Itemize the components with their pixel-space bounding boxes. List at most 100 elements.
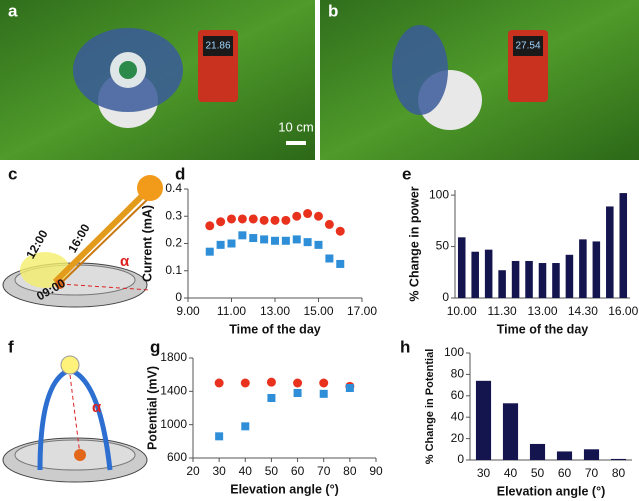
x-tick-label: 60 [291,464,305,478]
meter-reading: 21.86 [205,41,230,52]
bar [610,458,627,460]
bar [511,260,520,298]
point [205,221,215,231]
point [248,214,258,224]
scale-label: 10 cm [278,119,313,134]
y-tick-label: 60 [451,388,465,402]
point [293,389,302,397]
point [227,239,236,248]
point [214,378,224,388]
bar [552,263,560,298]
point [281,236,290,245]
diagram-c: 12:00 16:00 09:00 α c [2,164,163,308]
point [345,384,354,392]
bar [538,263,547,298]
x-tick-label: 17.00 [347,304,377,318]
point [267,394,276,402]
bar [592,241,601,298]
point [319,389,328,398]
x-tick-label: 16.00 [608,304,638,318]
x-tick-label: 50 [531,466,545,480]
y-tick-label: 1000 [160,417,187,431]
photo-b: 27.54 b [320,0,639,160]
x-tick-label: 11.30 [488,304,517,318]
panel-label: b [328,1,338,20]
panel-label: a [8,1,18,20]
point [216,240,225,249]
angle-label: α [120,253,130,270]
point [325,254,334,263]
point [241,422,250,431]
y-tick-label: 600 [167,450,187,464]
x-tick-label: 20 [186,464,200,478]
bar [484,249,493,298]
point [281,215,291,225]
panel-label: d [175,164,185,183]
x-tick-label: 10.00 [447,304,477,318]
x-tick-label: 9.00 [176,304,200,318]
point [271,236,279,245]
y-tick-label: 0.3 [165,208,182,222]
y-tick-label: 0.2 [165,236,182,250]
panel-label: e [402,164,411,183]
point [249,234,258,243]
bar [556,451,573,460]
point [227,214,236,224]
axis [192,358,376,459]
axis [469,353,632,461]
x-tick-label: 40 [504,466,518,480]
point [293,378,303,388]
point [216,217,226,227]
angle-label: α [92,399,102,416]
bar [457,237,466,298]
y-tick-label: 100 [429,187,449,201]
x-tick-label: 90 [369,464,383,478]
y-tick-label: 0 [457,452,464,466]
point [292,235,301,244]
point [270,215,280,225]
x-axis-label: Elevation angle (°) [497,484,606,498]
point [314,211,323,221]
bar [529,443,546,460]
point [205,247,214,256]
point [260,235,269,244]
bar [525,260,533,298]
x-tick-label: 30 [477,466,491,480]
y-tick-label: 0 [442,290,449,304]
x-tick-label: 80 [612,466,626,480]
point [259,215,269,225]
y-tick-label: 100 [444,345,464,359]
diagram-f: α f [2,337,148,483]
photo-a: 21.86 a 10 cm [0,0,315,160]
x-tick-label: 13.00 [260,304,290,318]
x-tick-label: 70 [317,464,331,478]
x-tick-label: 60 [558,466,572,480]
point [314,240,323,249]
point [266,377,276,387]
x-tick-label: 40 [239,464,253,478]
panel-label: g [150,337,160,356]
point [292,211,302,221]
x-tick-label: 11.00 [217,304,246,318]
x-tick-label: 80 [343,464,357,478]
y-tick-label: 50 [436,239,450,253]
bar [502,403,519,460]
point [335,226,345,236]
panel-label: h [400,337,410,356]
x-tick-label: 15.00 [303,304,333,318]
point [215,432,224,441]
point [237,214,247,224]
y-tick-label: 1800 [160,350,187,364]
bar [471,251,479,298]
point [319,378,329,388]
bar [579,239,587,298]
y-tick-label: 40 [451,409,465,423]
point [324,219,334,229]
y-tick-label: 1400 [160,384,187,398]
bar [565,254,574,298]
x-axis-label: Time of the day [229,322,321,336]
point [303,209,313,219]
x-tick-label: 14.30 [568,304,598,318]
x-axis-label: Elevation angle (°) [230,482,339,496]
